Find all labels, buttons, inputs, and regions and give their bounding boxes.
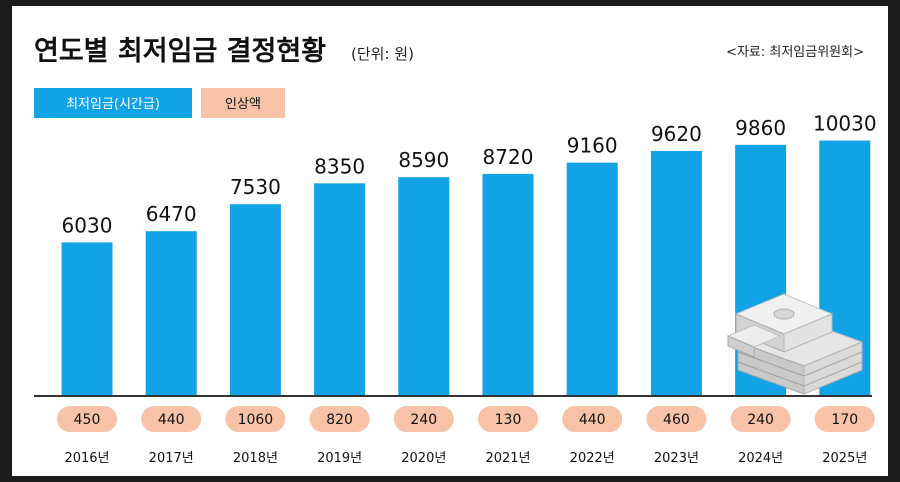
year-tick-label: 2016년 (64, 451, 109, 466)
chart-card: 연도별 최저임금 결정현황 (단위: 원) <자료: 최저임금위원회> 최저임금… (12, 6, 888, 476)
increase-value-label: 240 (747, 412, 774, 428)
bar (398, 177, 450, 396)
source-label: <자료: 최저임금위원회> (726, 45, 864, 60)
bar (566, 162, 618, 396)
increase-pill (646, 406, 707, 432)
legend-wage-swatch (34, 88, 192, 118)
increase-row: 450 440 1060 820 240 130 440 460 240 170 (57, 406, 875, 432)
increase-value-label: 130 (495, 412, 522, 428)
bar-value-label: 6030 (62, 213, 113, 237)
bar (61, 242, 113, 396)
year-tick-label: 2017년 (149, 451, 194, 466)
increase-value-label: 440 (158, 412, 185, 428)
increase-value-label: 170 (831, 412, 858, 428)
year-tick-label: 2022년 (570, 451, 615, 466)
year-tick-label: 2020년 (401, 451, 446, 466)
bar (650, 150, 702, 396)
increase-pill (730, 406, 791, 432)
bar-series: 6030 6470 7530 8350 8590 8720 9160 9620 9860 1003… (61, 112, 877, 396)
year-tick-label: 2021년 (485, 451, 530, 466)
unit-label: (단위: 원) (351, 45, 414, 63)
year-tick-label: 2018년 (233, 451, 278, 466)
increase-value-label: 440 (579, 412, 606, 428)
increase-value-label: 240 (410, 412, 437, 428)
bar-value-label: 9160 (567, 134, 618, 158)
bar-value-label: 9620 (651, 122, 702, 146)
legend-increase-label: 인상액 (225, 97, 261, 112)
year-tick-label: 2023년 (654, 451, 699, 466)
increase-value-label: 820 (326, 412, 353, 428)
bar-value-label: 8720 (483, 145, 534, 169)
bar (482, 173, 534, 396)
increase-pill (225, 406, 286, 432)
year-tick-label: 2024년 (738, 451, 783, 466)
bar-value-label: 9860 (735, 116, 786, 140)
bar-value-label: 10030 (813, 112, 877, 136)
increase-value-label: 450 (74, 412, 101, 428)
bar-chart: 연도별 최저임금 결정현황 (단위: 원) <자료: 최저임금위원회> 최저임금… (34, 36, 877, 466)
bar-value-label: 8590 (398, 148, 449, 172)
year-tick-label: 2025년 (822, 451, 867, 466)
bar-value-label: 7530 (230, 175, 281, 199)
bar (314, 183, 366, 396)
increase-pill (393, 406, 454, 432)
increase-pill (141, 406, 202, 432)
increase-pill (814, 406, 875, 432)
increase-pill (478, 406, 538, 432)
year-tick-label: 2019년 (317, 451, 362, 466)
increase-pill (309, 406, 370, 432)
bar (145, 231, 197, 396)
legend-increase-swatch (201, 88, 285, 118)
bar (229, 204, 281, 396)
legend-wage-label: 최저임금(시간급) (66, 97, 160, 112)
money-stack-icon (726, 293, 864, 395)
year-axis: 2016년 2017년 2018년 2019년 2020년 2021년 2022년 2023년… (64, 451, 867, 466)
bar-value-label: 6470 (146, 202, 197, 226)
increase-value-label: 1060 (238, 412, 274, 428)
increase-pill (57, 406, 117, 432)
increase-value-label: 460 (663, 412, 690, 428)
bar-value-label: 8350 (314, 154, 365, 178)
chart-title: 연도별 최저임금 결정현황 (34, 36, 326, 67)
increase-pill (562, 406, 623, 432)
